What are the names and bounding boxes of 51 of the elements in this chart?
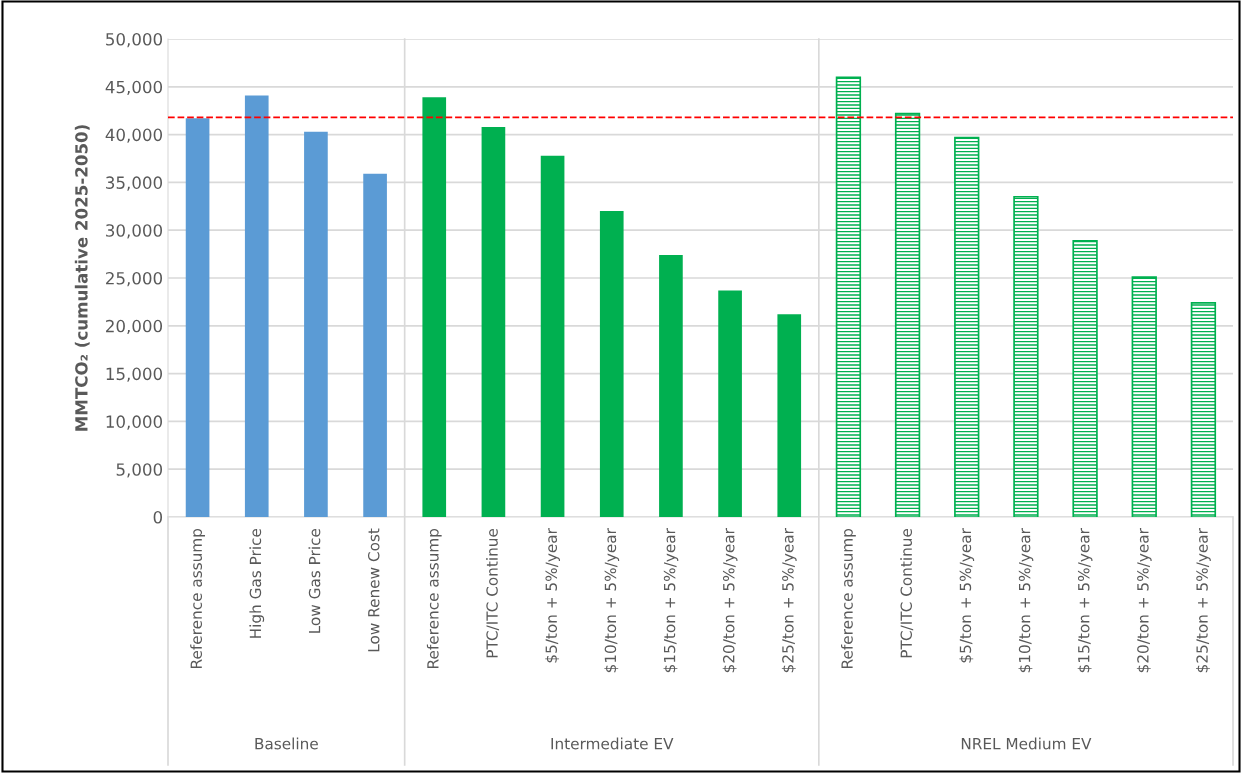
y-tick-label: 25,000 [106, 271, 163, 287]
y-tick-label: 15,000 [106, 367, 163, 382]
x-tick-label: $10/ton + 5%/year [604, 528, 620, 673]
text: Intermediate EV [551, 737, 674, 750]
text: Baseline [255, 737, 318, 750]
x-tick-label: $15/ton + 5%/year [1077, 528, 1093, 673]
y-tick-label: 30,000 [106, 224, 163, 239]
y-tick-label: 5,000 [116, 463, 163, 478]
bar [363, 173, 387, 517]
y-tick-label: 0 [153, 510, 163, 524]
x-tick-label: $20/ton + 5%/year [722, 528, 738, 673]
y-tick-label: 45,000 [105, 80, 163, 96]
bar [954, 136, 980, 517]
bar [1131, 276, 1157, 517]
x-tick-label: $25/ton + 5%/year [781, 528, 797, 673]
x-tick-label: $10/ton + 5%/year [1018, 528, 1034, 673]
x-tick-label: $20/ton + 5%/year [1136, 528, 1152, 673]
bar [1013, 195, 1039, 517]
bar [244, 95, 269, 517]
text: NREL Medium EV [961, 737, 1092, 750]
y-axis-title: MMTCO₂ (cumulative 2025-2050) [74, 125, 90, 431]
x-tick-label: $5/ton + 5%/year [959, 528, 975, 663]
y-tick-label: 20,000 [106, 319, 163, 335]
x-tick-label: Reference assump [426, 528, 442, 668]
bar [185, 118, 210, 517]
x-tick-label: $15/ton + 5%/year [663, 528, 679, 673]
y-tick-label: 10,000 [106, 415, 163, 430]
x-tick-label: $25/ton + 5%/year [1196, 528, 1211, 673]
x-tick-label: High Gas Price [249, 528, 265, 638]
bar [659, 255, 683, 517]
bar [718, 290, 742, 517]
bar [894, 112, 921, 517]
x-tick-label: PTC/ITC Continue [900, 528, 914, 658]
bar [304, 131, 328, 517]
y-tick-label: 40,000 [105, 128, 163, 143]
bar [481, 126, 506, 517]
bar [540, 155, 565, 517]
bar [1072, 239, 1098, 517]
x-tick-label: PTC/ITC Continue [486, 528, 500, 658]
x-tick-label: Reference assump [841, 528, 856, 668]
x-tick-label: Low Gas Price [308, 528, 321, 633]
bar [599, 211, 624, 517]
x-tick-label: Reference assump [190, 528, 205, 668]
x-tick-label: Low Renew Cost [367, 528, 380, 652]
bar [422, 97, 447, 517]
bar [835, 76, 862, 517]
y-tick-label: 50,000 [106, 32, 163, 48]
x-tick-label: $5/ton + 5%/year [545, 528, 560, 663]
y-tick-label: 35,000 [106, 176, 163, 191]
bar [1190, 302, 1217, 517]
bar [777, 314, 802, 517]
